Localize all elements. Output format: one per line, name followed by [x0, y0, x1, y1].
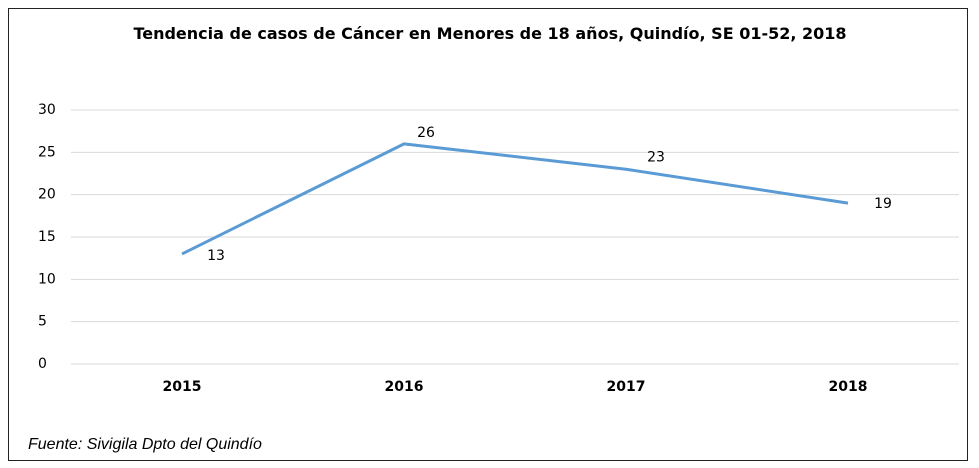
x-tick-label: 2015: [163, 379, 202, 395]
y-tick-label: 20: [38, 187, 56, 203]
x-tick-label: 2018: [829, 379, 868, 395]
data-label: 23: [647, 149, 665, 165]
y-tick-label: 0: [38, 356, 47, 372]
x-tick-label: 2016: [385, 379, 424, 395]
y-tick-label: 5: [38, 314, 47, 330]
data-label: 19: [874, 196, 892, 212]
data-label: 13: [207, 248, 225, 264]
data-line: [181, 142, 849, 256]
y-tick-label: 10: [38, 271, 56, 287]
y-tick-label: 15: [38, 229, 56, 245]
x-tick-label: 2017: [607, 379, 646, 395]
y-tick-label: 30: [38, 102, 56, 118]
chart-title: Tendencia de casos de Cáncer en Menores …: [133, 24, 847, 43]
source-note: Fuente: Sivigila Dpto del Quindío: [28, 436, 262, 453]
data-label: 26: [417, 125, 435, 141]
y-tick-label: 25: [38, 144, 56, 160]
frame: [8, 8, 968, 461]
